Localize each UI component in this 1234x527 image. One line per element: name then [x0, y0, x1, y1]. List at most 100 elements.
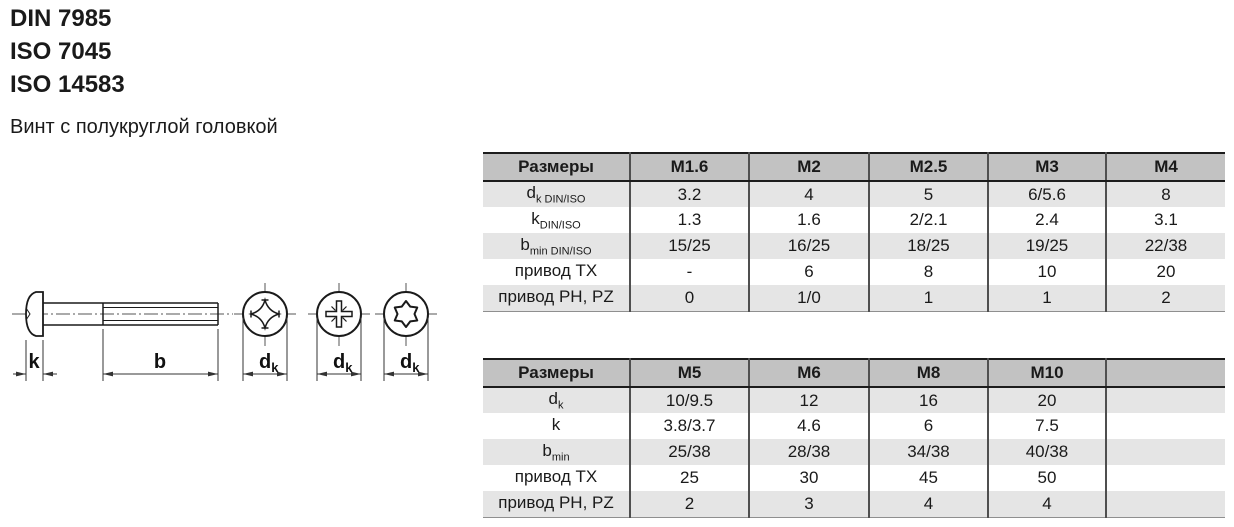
table-cell: 4	[987, 491, 1106, 517]
row-label: привод TX	[483, 259, 630, 285]
table-cell: 2/2.1	[868, 207, 988, 233]
row-label: bmin	[483, 439, 630, 465]
table-header-row: Размеры M1.6 M2 M2.5 M3 M4	[483, 153, 1225, 182]
column-header-sizes: Размеры	[483, 359, 630, 388]
table-cell: 5	[868, 181, 988, 207]
column-header-m10: M10	[987, 359, 1106, 388]
table-cell	[1105, 491, 1225, 517]
table-cell: 1.6	[748, 207, 869, 233]
phillips-tips	[250, 299, 280, 329]
table-cell: 1.3	[629, 207, 749, 233]
table-cell: 0	[629, 285, 749, 311]
table-cell: 1	[868, 285, 988, 311]
table-cell: 30	[748, 465, 869, 491]
table-cell: 6/5.6	[987, 181, 1106, 207]
head-outline	[383, 291, 429, 337]
size-table-small-metric: Размеры M1.6 M2 M2.5 M3 M4 dk DIN/ISO 3.…	[483, 152, 1225, 312]
standard-din-7985: DIN 7985	[10, 5, 112, 32]
table-cell: 10	[987, 259, 1106, 285]
table-cell: 2	[629, 491, 749, 517]
table-cell: 2.4	[987, 207, 1106, 233]
table-cell: 1/0	[748, 285, 869, 311]
table-cell: 8	[868, 259, 988, 285]
table-row-dk: dk DIN/ISO 3.2 4 5 6/5.6 8	[483, 181, 1225, 207]
dimension-dk-pz	[316, 318, 362, 381]
table-cell: 3.8/3.7	[629, 413, 749, 439]
table-cell: 3.1	[1105, 207, 1225, 233]
technical-drawing: k b dk	[12, 283, 437, 381]
table-cell: 12	[748, 387, 869, 413]
table-cell: 20	[1105, 259, 1225, 285]
table-row-k: kDIN/ISO 1.3 1.6 2/2.1 2.4 3.1	[483, 207, 1225, 233]
dimension-b	[102, 329, 219, 381]
table-cell: 20	[987, 387, 1106, 413]
table-header-row: Размеры M5 M6 M8 M10	[483, 359, 1225, 388]
pozidriv-rays	[331, 306, 347, 322]
column-header-m2-5: M2.5	[868, 153, 988, 182]
dimension-dk-tx	[383, 318, 429, 381]
table-cell	[1105, 413, 1225, 439]
screw-head-profile	[25, 291, 44, 337]
size-table-large-metric: Размеры M5 M6 M8 M10 dk 10/9.5 12 16 20 …	[483, 358, 1225, 518]
standards-block: DIN 7985 ISO 7045 ISO 14583	[10, 2, 125, 101]
table-cell: 6	[748, 259, 869, 285]
table-cell: 25	[629, 465, 749, 491]
row-label: привод PH, PZ	[483, 491, 630, 517]
pozidriv-recess-front-view: dk	[308, 283, 370, 381]
screw-shank	[43, 302, 219, 326]
column-header-m8: M8	[868, 359, 988, 388]
table-cell	[1105, 465, 1225, 491]
dim-label-dk-pz: dk	[333, 351, 353, 375]
column-header-m4: M4	[1105, 153, 1225, 182]
table-cell	[1105, 387, 1225, 413]
table-row-bmin: bmin DIN/ISO 15/25 16/25 18/25 19/25 22/…	[483, 233, 1225, 259]
dim-label-dk-ph: dk	[259, 351, 279, 375]
table-cell: 19/25	[987, 233, 1106, 259]
column-header-m3: M3	[987, 153, 1106, 182]
dim-label-k: k	[28, 351, 40, 373]
torx-star-icon	[393, 300, 419, 328]
table-cell	[1105, 439, 1225, 465]
table-cell: 22/38	[1105, 233, 1225, 259]
table-cell: 16/25	[748, 233, 869, 259]
table-cell: 25/38	[629, 439, 749, 465]
table-row-k: k 3.8/3.7 4.6 6 7.5	[483, 413, 1225, 439]
table-cell: 10/9.5	[629, 387, 749, 413]
table-row-drive-ph-pz: привод PH, PZ 2 3 4 4	[483, 491, 1225, 517]
table-cell: 28/38	[748, 439, 869, 465]
table-cell: 3	[748, 491, 869, 517]
thread-lines	[103, 307, 218, 321]
row-label: k	[483, 413, 630, 439]
row-label: привод TX	[483, 465, 630, 491]
dim-label-dk-tx: dk	[400, 351, 420, 375]
column-header-m6: M6	[748, 359, 869, 388]
table-cell: 4	[868, 491, 988, 517]
table-cell: 34/38	[868, 439, 988, 465]
torx-recess-front-view: dk	[375, 283, 437, 381]
table-cell: 7.5	[987, 413, 1106, 439]
column-header-sizes: Размеры	[483, 153, 630, 182]
table-row-drive-tx: привод TX - 6 8 10 20	[483, 259, 1225, 285]
column-header-m2: M2	[748, 153, 869, 182]
table-cell: 50	[987, 465, 1106, 491]
table-cell: 45	[868, 465, 988, 491]
table-row-drive-ph-pz: привод PH, PZ 0 1/0 1 1 2	[483, 285, 1225, 311]
table-cell: 16	[868, 387, 988, 413]
table-cell: 1	[987, 285, 1106, 311]
standard-iso-7045: ISO 7045	[10, 38, 112, 65]
table-cell: 2	[1105, 285, 1225, 311]
table-cell: 6	[868, 413, 988, 439]
row-label: kDIN/ISO	[483, 207, 630, 233]
row-label: dk DIN/ISO	[483, 181, 630, 207]
column-header-m1-6: M1.6	[629, 153, 749, 182]
table-cell: 18/25	[868, 233, 988, 259]
table-cell: 4.6	[748, 413, 869, 439]
pozidriv-cross-icon	[325, 300, 353, 328]
dim-label-b: b	[154, 351, 166, 373]
table-row-bmin: bmin 25/38 28/38 34/38 40/38	[483, 439, 1225, 465]
table-cell: 40/38	[987, 439, 1106, 465]
dimension-dk-ph	[242, 318, 288, 381]
table-cell: 4	[748, 181, 869, 207]
phillips-recess-front-view: dk	[234, 283, 296, 381]
dimension-k	[13, 340, 57, 381]
